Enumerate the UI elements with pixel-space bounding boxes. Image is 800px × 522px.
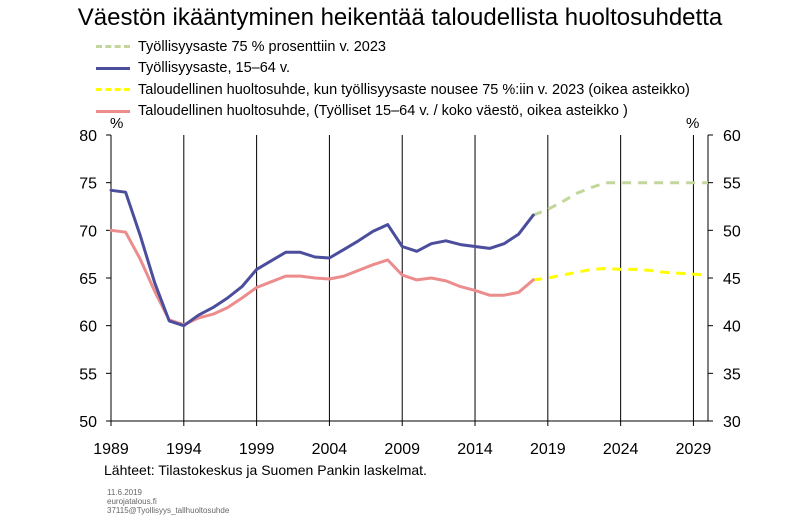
right-axis-unit: %	[686, 115, 700, 132]
legend-label-employment-rate: Työllisyysaste, 15–64 v.	[138, 60, 291, 77]
legend-swatch-dependency-ratio	[96, 109, 130, 113]
chart-title: Väestön ikääntyminen heikentää taloudell…	[77, 4, 723, 31]
series-line-0	[532, 181, 708, 217]
series-line-1	[109, 188, 535, 328]
left-tick-label-55: 55	[79, 366, 97, 383]
x-tick-label-2029: 2029	[676, 441, 712, 458]
meta-site: eurojatalous.fi	[107, 497, 157, 506]
legend-swatch-target-dependency	[96, 88, 130, 92]
right-tick-label-50: 50	[723, 223, 741, 240]
right-tick-label-45: 45	[723, 271, 741, 288]
left-tick-label-80: 80	[79, 128, 97, 145]
left-axis-unit: %	[110, 115, 124, 132]
left-tick-label-75: 75	[79, 176, 97, 193]
series-lines	[109, 181, 709, 328]
legend-swatch-employment-rate	[96, 66, 130, 70]
meta-info: 11.6.2019 eurojatalous.fi 37115@Tyollisy…	[107, 488, 229, 515]
legend-label-target-employment: Työllisyysaste 75 % prosenttiin v. 2023	[138, 38, 386, 55]
right-tick-label-55: 55	[723, 176, 741, 193]
x-tick-label-2014: 2014	[457, 441, 493, 458]
legend-item-target-employment: Työllisyysaste 75 % prosenttiin v. 2023	[96, 36, 690, 58]
x-tick-label-2009: 2009	[384, 441, 420, 458]
legend-swatch-target-employment	[96, 45, 130, 49]
left-tick-label-70: 70	[79, 223, 97, 240]
right-tick-label-60: 60	[723, 128, 741, 145]
left-tick-label-60: 60	[79, 319, 97, 336]
x-tick-label-1989: 1989	[93, 441, 129, 458]
series-line-2	[533, 267, 709, 282]
right-tick-label-40: 40	[723, 319, 741, 336]
x-tick-label-2019: 2019	[530, 441, 566, 458]
meta-code: 37115@Tyollisyys_tallhuoltosuhde	[107, 506, 230, 515]
x-tick-label-2004: 2004	[312, 441, 348, 458]
x-tick-label-1994: 1994	[166, 441, 202, 458]
x-tick-label-1999: 1999	[239, 441, 275, 458]
meta-date: 11.6.2019	[107, 488, 142, 497]
legend-label-target-dependency: Taloudellinen huoltosuhde, kun työllisyy…	[138, 81, 690, 98]
x-tick-label-2024: 2024	[603, 441, 639, 458]
legend-label-dependency-ratio: Taloudellinen huoltosuhde, (Työlliset 15…	[138, 103, 628, 120]
axes	[106, 134, 713, 426]
legend-item-employment-rate: Työllisyysaste, 15–64 v.	[96, 58, 690, 80]
tick-labels: 1989 1994 1999 2004 2009 2014 2019 2024 2029 80 75…	[79, 128, 741, 458]
right-tick-label-30: 30	[723, 414, 741, 431]
right-tick-label-35: 35	[723, 366, 741, 383]
legend-item-dependency-ratio: Taloudellinen huoltosuhde, (Työlliset 15…	[96, 101, 690, 123]
left-tick-label-50: 50	[79, 414, 97, 431]
legend-item-target-dependency: Taloudellinen huoltosuhde, kun työllisyy…	[96, 79, 690, 101]
left-tick-label-65: 65	[79, 271, 97, 288]
legend: Työllisyysaste 75 % prosenttiin v. 2023 …	[96, 36, 690, 122]
source-note: Lähteet: Tilastokeskus ja Suomen Pankin …	[104, 462, 427, 478]
